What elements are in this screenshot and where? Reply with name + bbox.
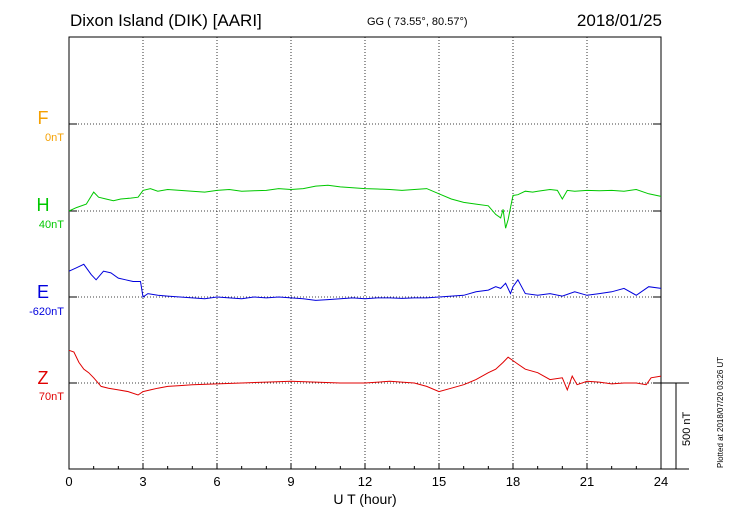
x-tick-label: 24	[653, 474, 669, 489]
geographic-coords: GG ( 73.55°, 80.57°)	[367, 16, 468, 28]
channel-z-baseline: 70nT	[38, 391, 64, 403]
channel-h-letter: H	[36, 195, 50, 215]
scale-bar-label: 500 nT	[681, 411, 693, 446]
channel-f-letter: F	[37, 108, 49, 128]
date-title: 2018/01/25	[576, 11, 662, 30]
x-tick-label: 15	[431, 474, 447, 489]
channel-z-letter: Z	[37, 368, 49, 388]
x-tick-label: 21	[579, 474, 595, 489]
channel-f-baseline: 0nT	[45, 132, 64, 144]
series-e-line	[68, 263, 662, 301]
x-tick-label: 12	[357, 474, 373, 489]
plotted-timestamp: Plotted at 2018/07/20 03:26 UT	[716, 356, 725, 468]
series-h-line	[68, 184, 662, 229]
x-tick-label: 9	[287, 474, 295, 489]
x-tick-label: 18	[505, 474, 521, 489]
channel-h-baseline: 40nT	[38, 219, 64, 231]
series-z-line	[68, 349, 662, 396]
x-tick-label: 6	[213, 474, 221, 489]
station-title: Dixon Island (DIK) [AARI]	[70, 11, 262, 30]
x-axis-label: U T (hour)	[333, 491, 397, 507]
x-tick-label: 0	[65, 474, 73, 489]
channel-e-letter: E	[36, 282, 49, 302]
x-tick-label: 3	[139, 474, 147, 489]
channel-e-baseline: -620nT	[29, 306, 64, 318]
